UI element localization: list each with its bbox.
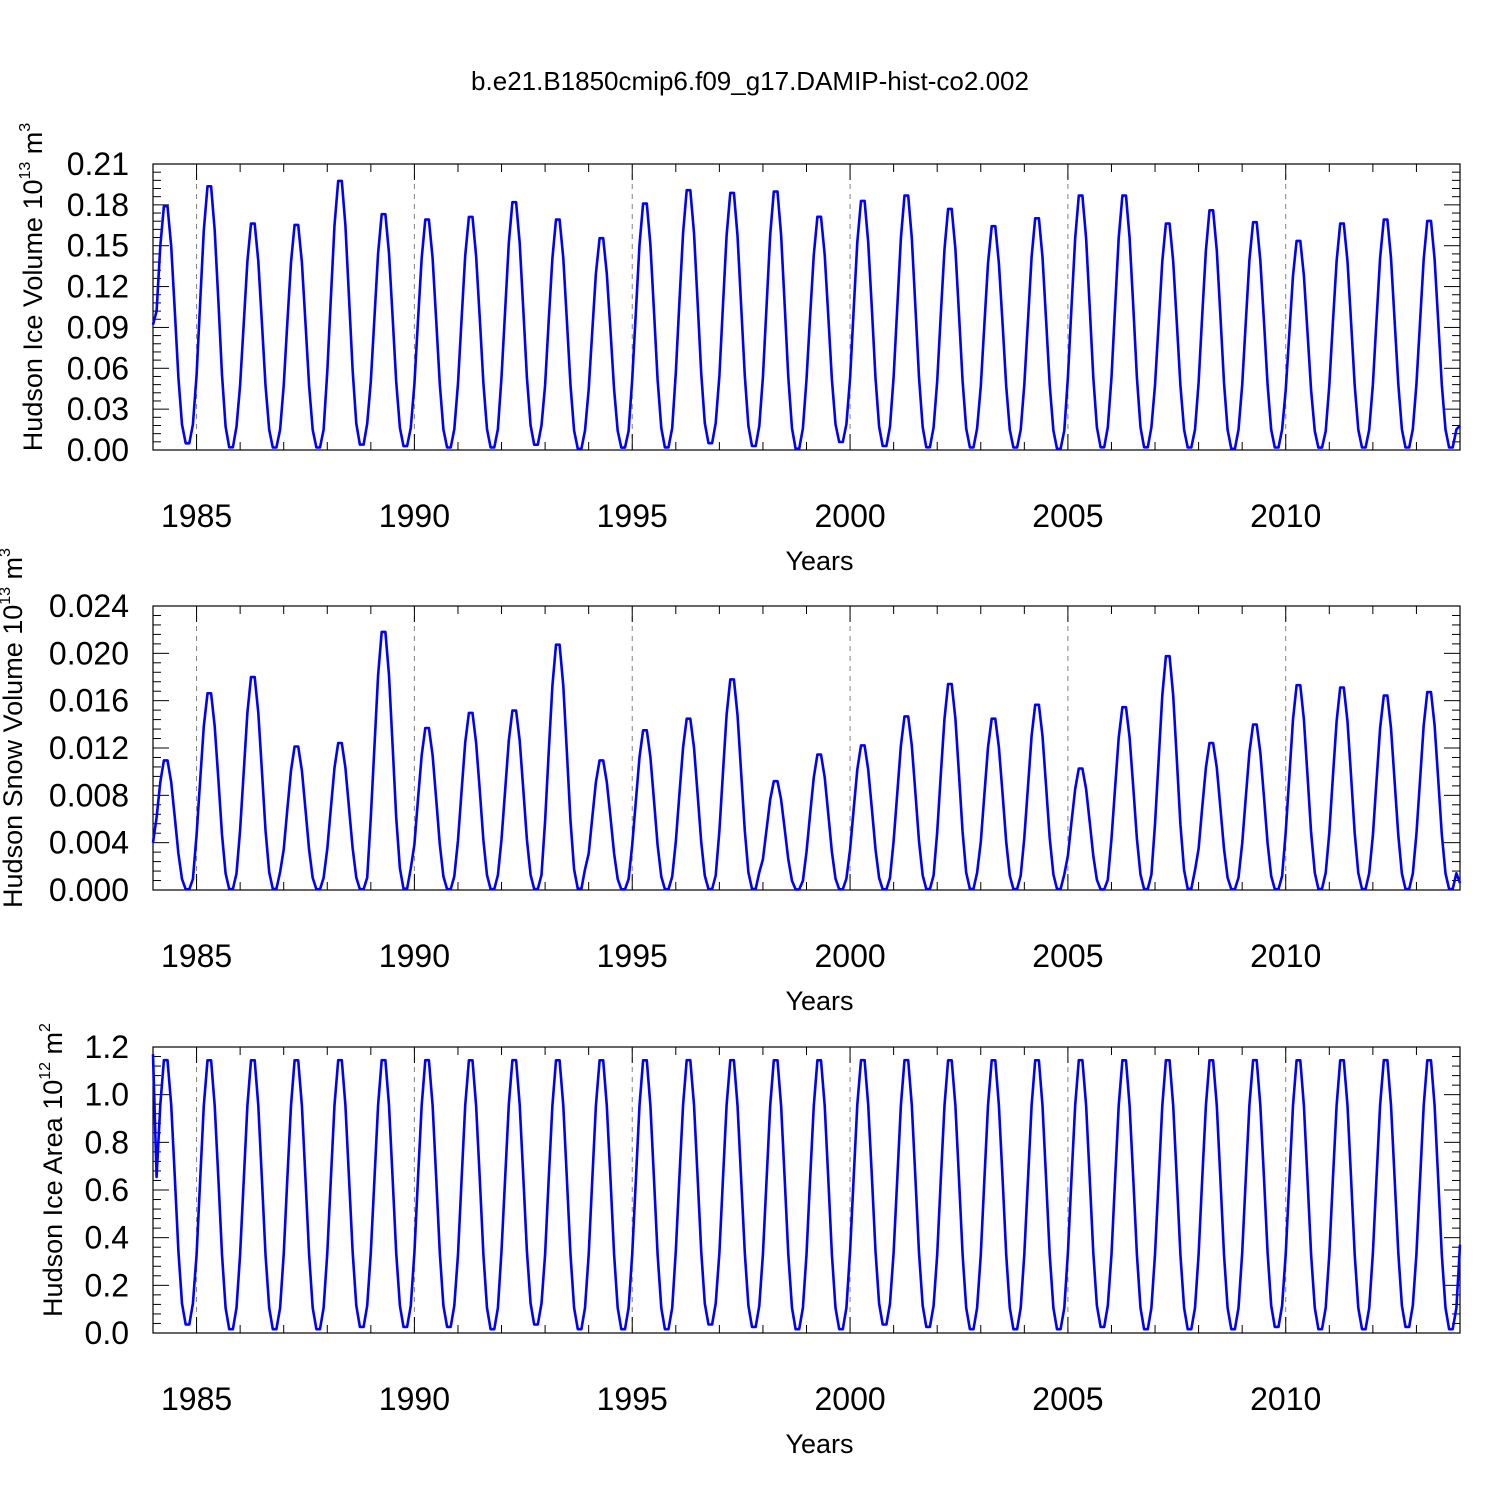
y-tick-label: 0.15 xyxy=(67,228,129,264)
y-tick-label: 0.016 xyxy=(49,683,129,719)
x-tick-label: 1990 xyxy=(379,938,450,974)
chart-title: b.e21.B1850cmip6.f09_g17.DAMIP-hist-co2.… xyxy=(471,66,1029,96)
x-tick-label: 1985 xyxy=(161,1381,232,1417)
y-tick-label: 0.03 xyxy=(67,391,129,427)
y-tick-label: 1.2 xyxy=(85,1029,129,1065)
ice-area-panel: 1985 1990 1995 2000 2005 2010 0.0 0.2 0.4 0.6 0.8 1… xyxy=(37,1023,1462,1459)
y-tick-label: 0.09 xyxy=(67,309,129,345)
y-axis-title-exponent: 3 xyxy=(0,548,14,557)
y-tick-label: 0.00 xyxy=(67,432,129,468)
y-tick-label: 0.4 xyxy=(85,1220,129,1256)
x-tick-label: 2000 xyxy=(814,498,885,534)
y-tick-label: 0.06 xyxy=(67,350,129,386)
y-tick-label: 0.18 xyxy=(67,187,129,223)
x-tick-label: 2000 xyxy=(814,938,885,974)
series-line xyxy=(151,179,1461,451)
x-tick-label: 1990 xyxy=(379,498,450,534)
y-axis-title-part: m xyxy=(38,1032,68,1062)
y-axis-title-part: Hudson Snow Volume 10 xyxy=(0,605,28,908)
x-axis-title: Years xyxy=(785,1429,853,1459)
snow-volume-panel: 1985 1990 1995 2000 2005 2010 0.000 0.004 0.008 0… xyxy=(0,548,1462,1016)
x-tick-label: 1985 xyxy=(161,938,232,974)
y-tick-label: 0.6 xyxy=(85,1172,129,1208)
x-tick-label: 2005 xyxy=(1032,1381,1103,1417)
y-axis-title-exponent: 13 xyxy=(0,587,14,605)
x-tick-label: 1990 xyxy=(379,1381,450,1417)
x-tick-label: 2010 xyxy=(1250,1381,1321,1417)
x-tick-label: 1995 xyxy=(597,498,668,534)
y-tick-label: 0.012 xyxy=(49,730,129,766)
y-axis-title-exponent: 3 xyxy=(17,123,34,132)
y-axis-title-part: Hudson Ice Area 10 xyxy=(38,1080,68,1317)
y-tick-label: 0.024 xyxy=(49,588,129,624)
x-tick-label: 2005 xyxy=(1032,498,1103,534)
x-tick-label: 1995 xyxy=(597,1381,668,1417)
y-tick-label: 0.8 xyxy=(85,1124,129,1160)
series-line xyxy=(151,1054,1462,1331)
y-tick-label: 1.0 xyxy=(85,1077,129,1113)
y-axis-title: Hudson Ice Area 1012 m2 xyxy=(37,1023,68,1317)
x-tick-label: 1995 xyxy=(597,938,668,974)
y-tick-label: 0.0 xyxy=(85,1315,129,1351)
x-tick-label: 2000 xyxy=(814,1381,885,1417)
x-tick-label: 2010 xyxy=(1250,938,1321,974)
x-axis-title: Years xyxy=(785,546,853,576)
series-line xyxy=(151,630,1462,891)
y-tick-label: 0.008 xyxy=(49,777,129,813)
y-axis-title: Hudson Snow Volume 1013 m3 xyxy=(0,548,28,908)
y-axis-title-exponent: 12 xyxy=(37,1062,54,1080)
y-axis-title-part: m xyxy=(0,557,28,587)
y-tick-label: 0.2 xyxy=(85,1267,129,1303)
x-tick-label: 1985 xyxy=(161,498,232,534)
y-axis-title-part: Hudson Ice Volume 10 xyxy=(18,180,48,452)
y-tick-label: 0.020 xyxy=(49,635,129,671)
y-tick-label: 0.000 xyxy=(49,872,129,908)
y-tick-label: 0.004 xyxy=(49,825,129,861)
y-tick-label: 0.12 xyxy=(67,269,129,305)
x-tick-label: 2005 xyxy=(1032,938,1103,974)
y-axis-title: Hudson Ice Volume 1013 m3 xyxy=(17,123,48,451)
y-tick-label: 0.21 xyxy=(67,146,129,182)
ice-volume-panel: 1985 1990 1995 2000 2005 2010 0.00 0.03 0.06 0.09… xyxy=(17,123,1461,576)
y-axis-title-part: m xyxy=(18,132,48,162)
x-axis-title: Years xyxy=(785,986,853,1016)
y-axis-title-exponent: 13 xyxy=(17,162,34,180)
y-axis-title-exponent: 2 xyxy=(37,1023,54,1032)
x-tick-label: 2010 xyxy=(1250,498,1321,534)
